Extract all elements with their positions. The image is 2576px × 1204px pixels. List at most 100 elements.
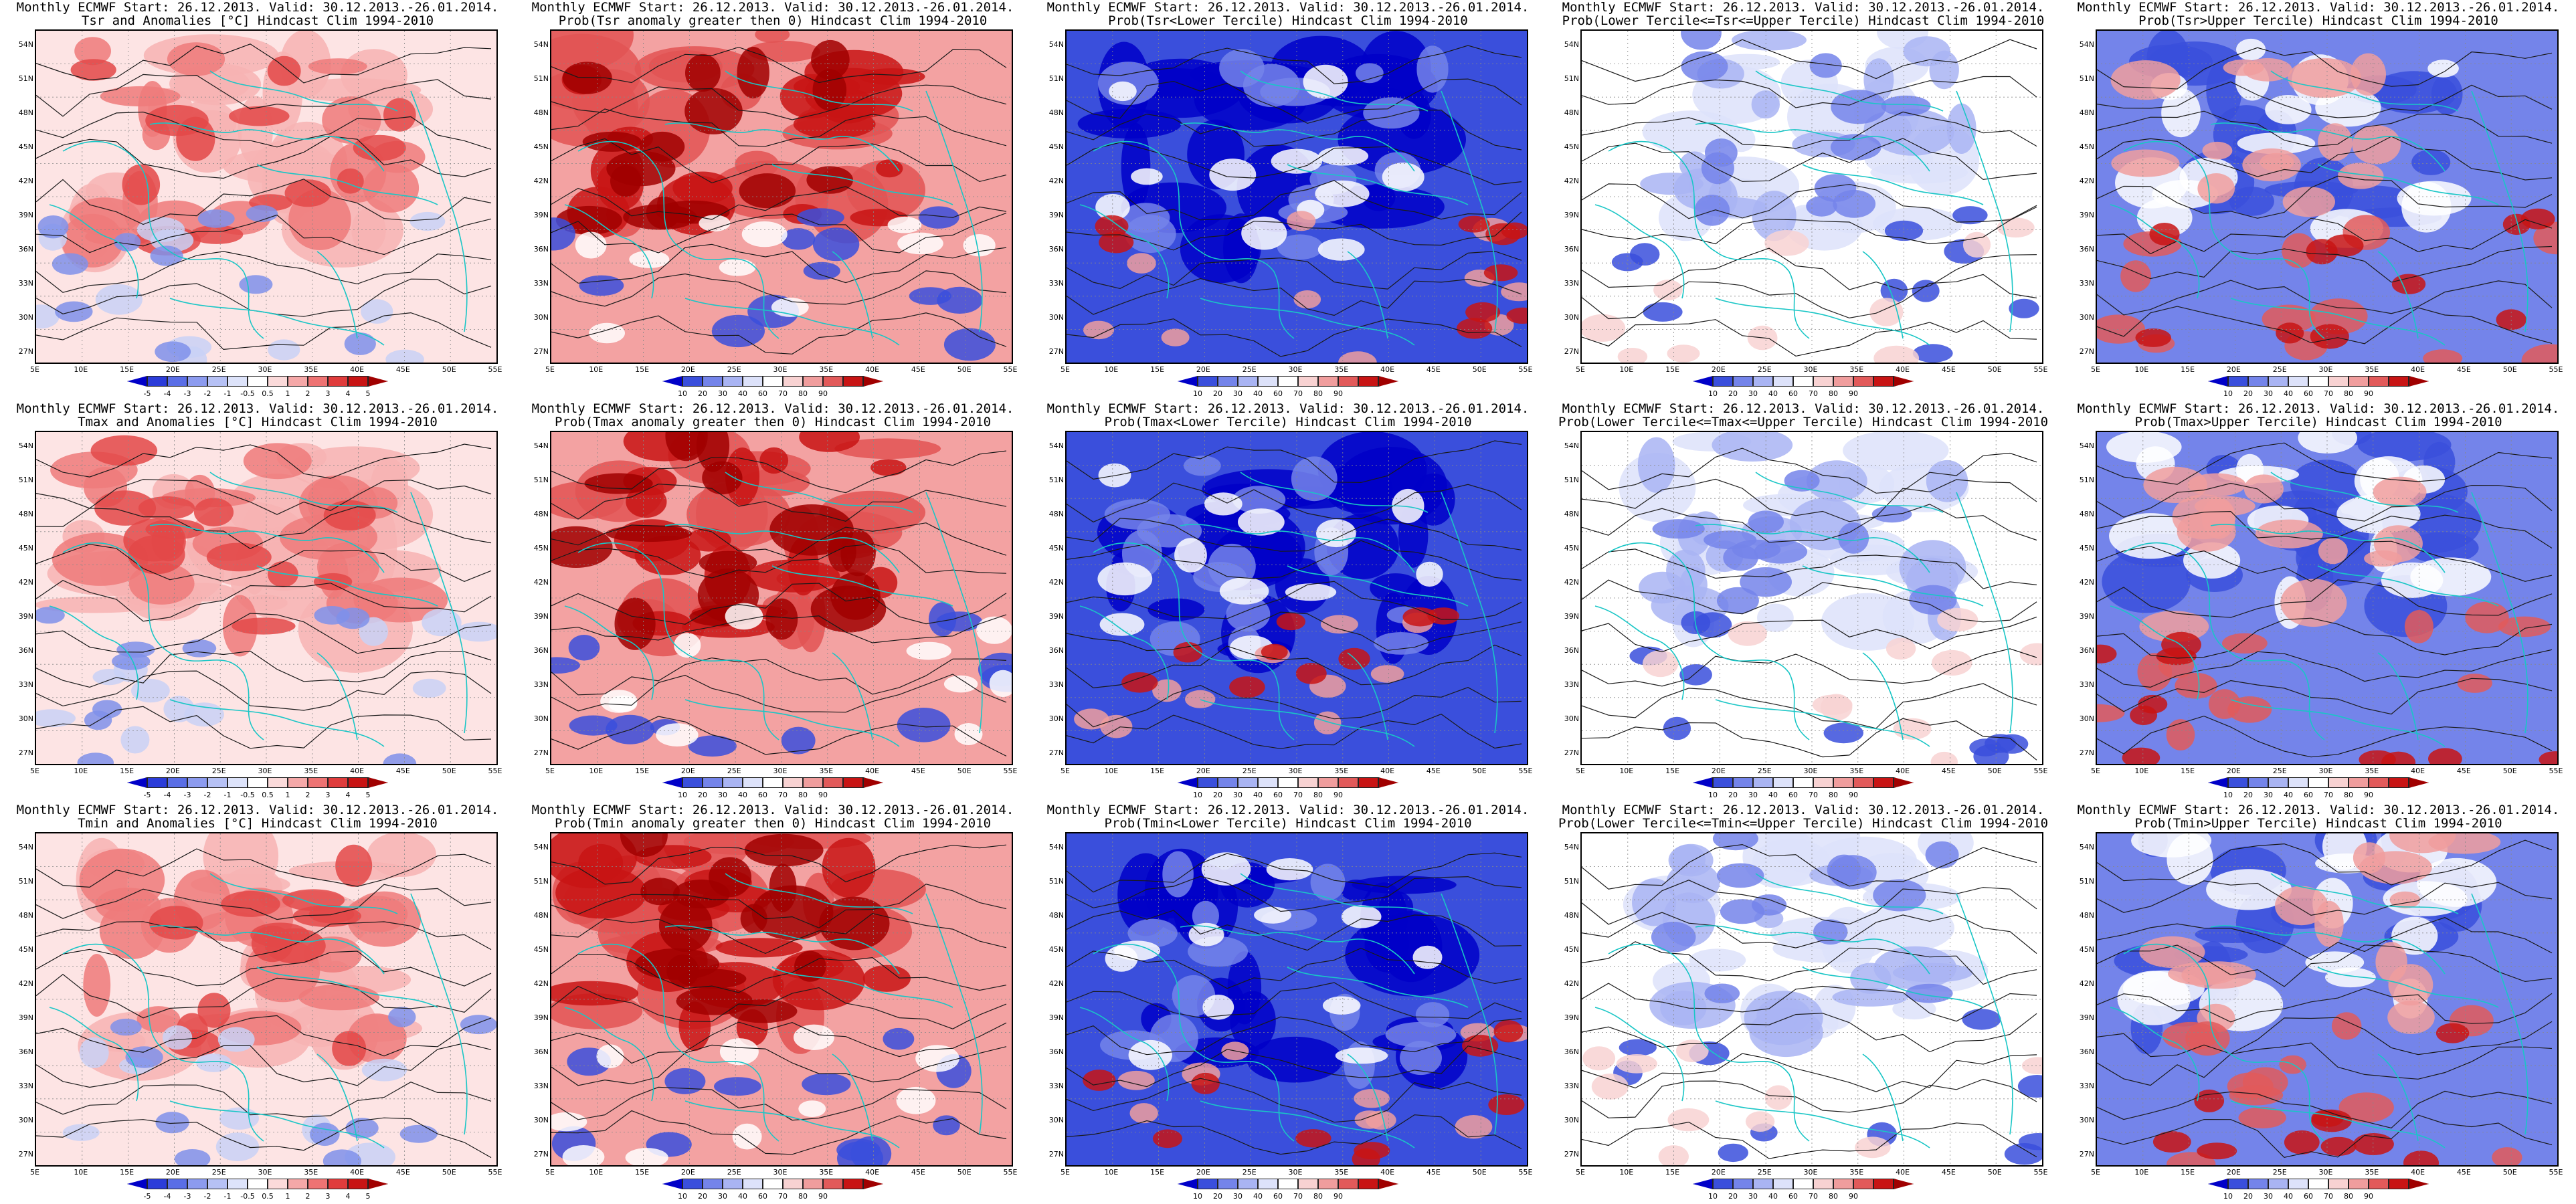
longitude-label: 30E — [1803, 365, 1818, 374]
colorbar-swatch — [1833, 1179, 1853, 1189]
shading-region — [2318, 538, 2348, 565]
colorbar-tick-label: 4 — [345, 1192, 351, 1201]
shading-region — [2428, 748, 2462, 764]
colorbar-swatch — [1733, 1179, 1753, 1189]
isoline — [1582, 683, 2037, 729]
shading-region — [332, 1031, 367, 1066]
shading-region — [933, 1115, 960, 1136]
panel-title-line2: Prob(Tmax anomaly greater then 0) Hindca… — [554, 415, 992, 429]
latitude-label: 45N — [18, 945, 33, 954]
colorbar-swatch — [682, 1179, 703, 1189]
colorbar-swatch — [783, 777, 803, 788]
latitude-label: 33N — [1048, 680, 1064, 689]
colorbar-swatch — [127, 1179, 147, 1189]
colorbar-tick-label: 70 — [1293, 791, 1303, 799]
isoline — [1067, 581, 1522, 620]
shading-region — [623, 204, 697, 230]
isoline — [1067, 250, 1522, 290]
shading-region — [1458, 215, 1490, 233]
colorbar-tick-label: 70 — [2324, 791, 2333, 799]
colorbar-swatch — [1258, 777, 1278, 788]
longitude-label: 25E — [727, 767, 741, 775]
longitude-label: 15E — [2181, 365, 2195, 374]
shading-region — [1161, 328, 1190, 346]
isoline — [36, 1015, 492, 1057]
colorbar-swatch — [167, 376, 187, 387]
longitude-label: 55E — [2549, 1168, 2563, 1177]
colorbar-swatch — [207, 376, 227, 387]
shading-region — [1117, 1070, 1155, 1090]
coastline — [149, 122, 385, 172]
colorbar-swatch — [187, 1179, 207, 1189]
colorbar-swatch — [1873, 1179, 1894, 1189]
isoline — [1067, 684, 1522, 728]
shading-region — [1681, 31, 1722, 50]
shading-region — [614, 597, 656, 650]
colorbar-swatch — [2349, 1179, 2369, 1189]
shading-region — [2237, 132, 2316, 155]
longitude-label: 50E — [2502, 1168, 2517, 1177]
shading-region — [1465, 302, 1501, 322]
isoline — [2097, 1090, 2553, 1129]
shading-region — [1863, 58, 1894, 102]
latitude-label: 48N — [533, 911, 549, 920]
isoline — [1067, 109, 1522, 150]
shading-region — [2298, 432, 2357, 454]
isoline — [2097, 944, 2553, 987]
isoline — [1067, 180, 1522, 221]
isoline — [1582, 206, 2037, 245]
longitude-label: 45E — [395, 1168, 410, 1177]
shading-region — [2019, 643, 2042, 666]
coastline — [1240, 70, 1429, 112]
shading-region — [1400, 1040, 1442, 1076]
longitude-label: 15E — [635, 1168, 650, 1177]
shading-region — [1415, 1002, 1450, 1027]
shading-region — [344, 332, 376, 355]
shading-region — [1813, 919, 1848, 945]
colorbar-tick-label: 10 — [2223, 389, 2233, 398]
longitude-label: 35E — [304, 365, 318, 374]
latitude-label: 39N — [533, 612, 549, 621]
colorbar-swatch — [1178, 777, 1198, 788]
isoline — [36, 1042, 492, 1088]
longitude-label: 25E — [2272, 767, 2287, 775]
colorbar-swatch — [2228, 376, 2248, 387]
latitude-label: 51N — [1048, 877, 1064, 886]
latitude-label: 48N — [1048, 911, 1064, 920]
shading-region — [1352, 876, 1457, 894]
latitude-label: 45N — [2079, 142, 2094, 151]
colorbar-tick-label: 70 — [2324, 389, 2333, 398]
colorbar-tick-label: 4 — [345, 791, 351, 799]
shading-region — [1184, 456, 1221, 476]
shading-region — [1318, 146, 1369, 166]
colorbar-swatch — [1318, 1179, 1338, 1189]
longitude-label: 30E — [1803, 1168, 1818, 1177]
colorbar-swatch — [2208, 777, 2228, 788]
map-plot-area — [1065, 29, 1528, 364]
colorbar-tick-label: -2 — [203, 791, 211, 799]
coastline — [1608, 943, 1810, 1142]
shading-region — [1843, 432, 1949, 471]
isoline — [551, 46, 1007, 84]
isoline — [36, 670, 492, 711]
longitude-label: 35E — [819, 767, 834, 775]
latitude-label: 27N — [533, 748, 549, 757]
shading-region — [1720, 899, 1765, 924]
isoline — [2097, 1017, 2553, 1058]
latitude-label: 33N — [18, 1082, 33, 1090]
colorbar-tick-label: 30 — [2264, 1192, 2273, 1201]
colorbar-swatch — [308, 1179, 328, 1189]
longitude-label: 45E — [1941, 1168, 1956, 1177]
shading-region — [162, 1025, 193, 1050]
isoline — [36, 214, 492, 256]
colorbar-swatch — [248, 777, 268, 788]
map-plot-area — [35, 431, 498, 765]
map-plot-area — [2096, 832, 2559, 1167]
colorbar-swatch — [2208, 376, 2228, 387]
shading-region — [897, 708, 951, 742]
colorbar-tick-label: 70 — [1809, 389, 1818, 398]
shading-region — [361, 299, 393, 324]
latitude-label: 30N — [533, 714, 549, 723]
longitude-label: 40E — [1896, 365, 1910, 374]
longitude-label: 5E — [2091, 767, 2100, 775]
